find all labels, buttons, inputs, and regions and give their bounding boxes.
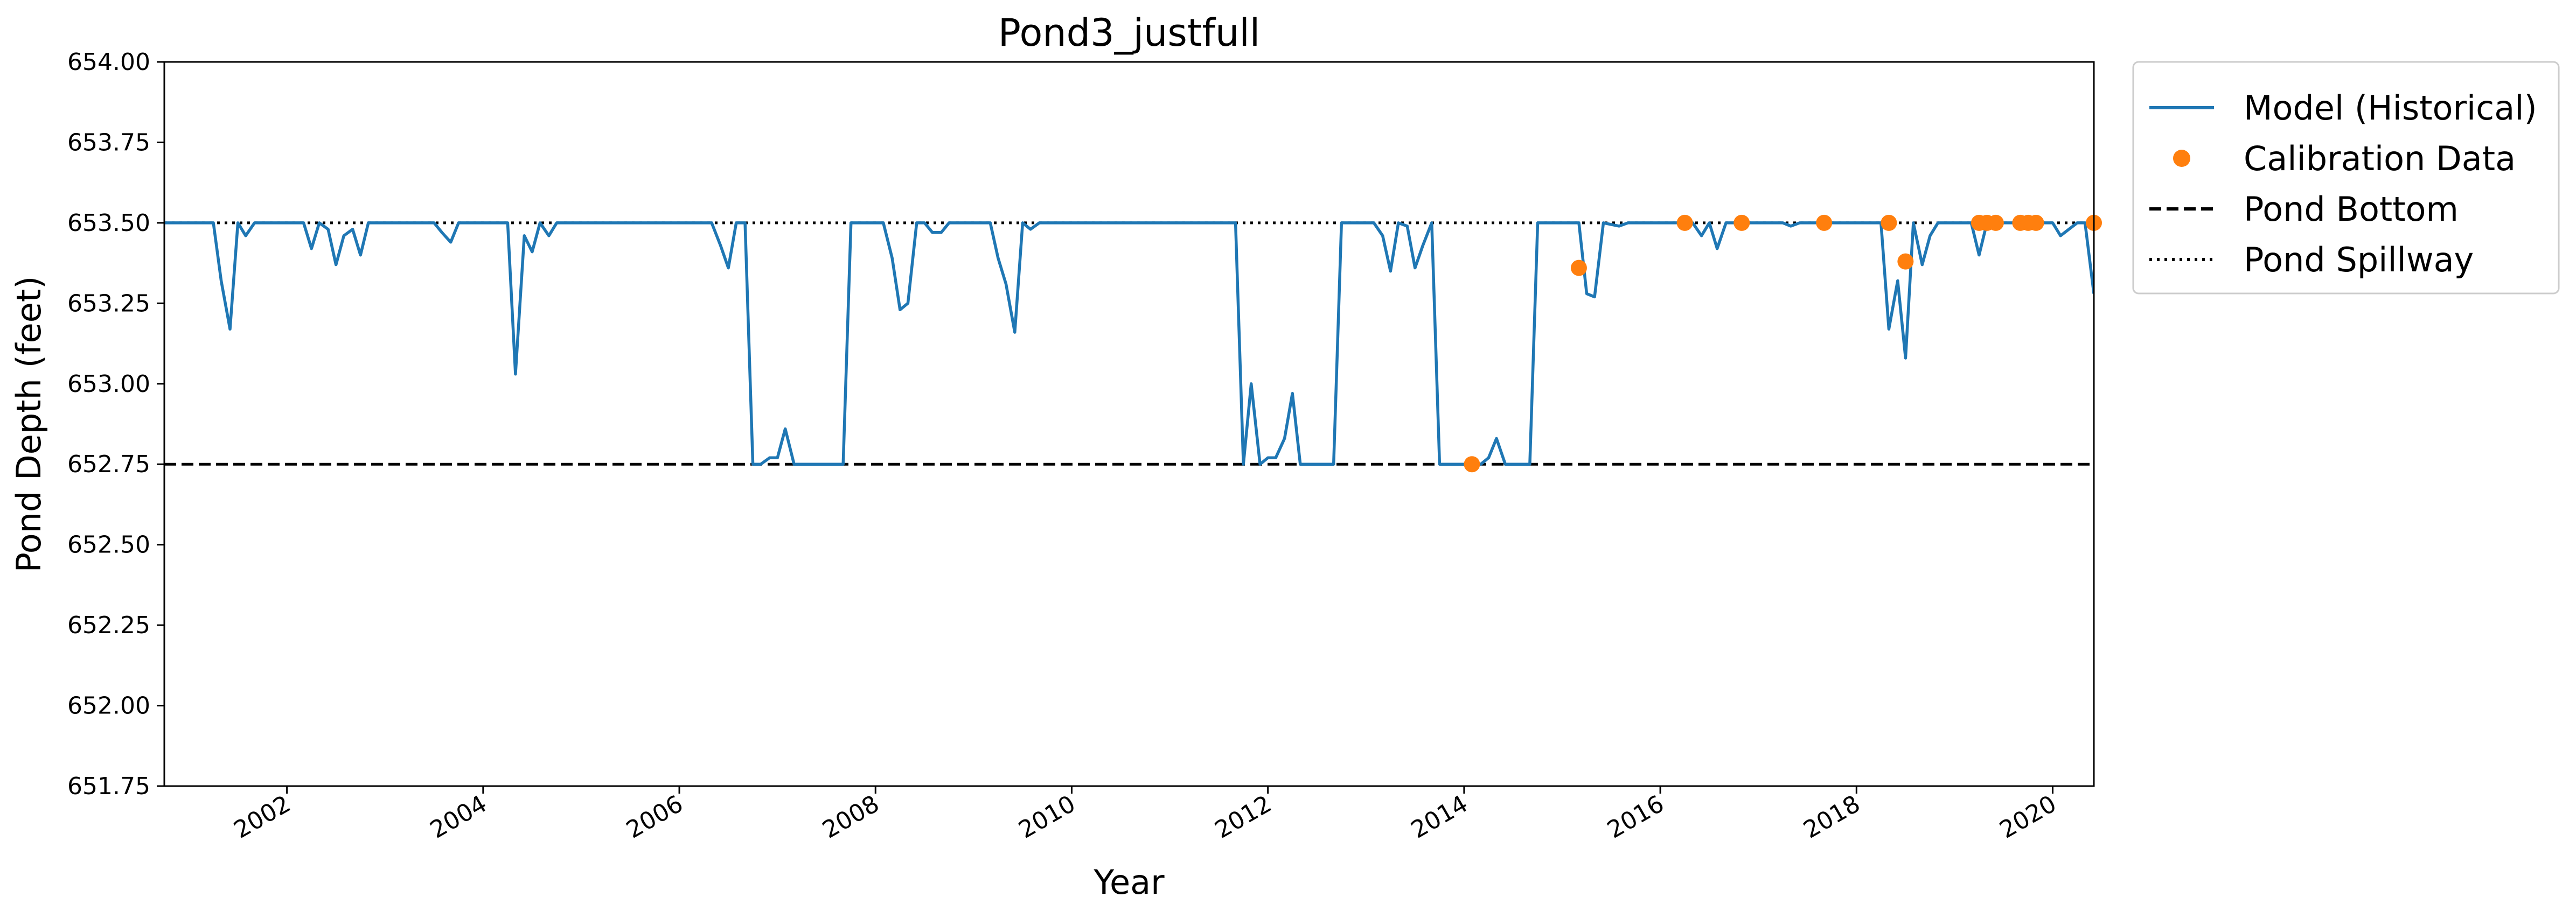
x-tick-label: 2012: [1210, 790, 1276, 844]
chart-title: Pond3_justfull: [998, 11, 1261, 55]
plot-area: [164, 214, 2102, 473]
calibration-point: [1881, 214, 1897, 231]
calibration-point: [1897, 253, 1914, 270]
x-tick-label: 2016: [1603, 790, 1668, 844]
y-axis-title: Pond Depth (feet): [9, 276, 48, 573]
y-tick-label: 652.25: [67, 612, 150, 639]
series-model-historical-line: [164, 221, 2094, 466]
legend: Model (Historical) Calibration Data Pond B…: [2132, 61, 2560, 295]
y-tick-label: 651.75: [67, 773, 150, 800]
calibration-point: [1733, 214, 1750, 231]
y-tick-label: 652.00: [67, 692, 150, 720]
calibration-point: [1570, 260, 1587, 276]
calibration-point: [1464, 456, 1480, 473]
calibration-point: [1816, 214, 1833, 231]
y-tick-label: 653.25: [67, 290, 150, 317]
calibration-point: [2028, 214, 2044, 231]
y-tick-label: 652.75: [67, 451, 150, 478]
x-tick-label: 2010: [1014, 790, 1080, 844]
x-tick-label: 2006: [622, 790, 687, 844]
plot-frame: [163, 61, 2095, 787]
x-tick-label: 2004: [426, 790, 491, 844]
y-tick-label: 653.00: [67, 370, 150, 398]
x-tick-label: 2002: [229, 790, 295, 844]
x-tick-label: 2014: [1407, 790, 1472, 844]
x-tick-label: 2020: [1995, 790, 2061, 844]
x-tick-label: 2008: [818, 790, 883, 844]
y-tick-label: 652.50: [67, 531, 150, 559]
legend-box: [2132, 61, 2560, 295]
y-tick-label: 653.50: [67, 209, 150, 237]
legend-label-pond-bottom: Pond Bottom: [2244, 190, 2459, 229]
x-tick-label: 2018: [1799, 790, 1864, 844]
calibration-point: [1987, 214, 2004, 231]
legend-marker-calibration-data: [2173, 150, 2190, 167]
x-axis-title: Year: [1093, 863, 1165, 902]
legend-label-model-historical: Model (Historical): [2244, 88, 2537, 128]
calibration-point: [1676, 214, 1693, 231]
legend-label-calibration-data: Calibration Data: [2244, 139, 2516, 178]
y-tick-label: 654.00: [67, 48, 150, 76]
y-tick-label: 653.75: [67, 129, 150, 156]
axes: 651.75 652.00 652.25 652.50 652.75 653.00 653.…: [67, 48, 2095, 844]
legend-label-pond-spillway: Pond Spillway: [2244, 240, 2474, 279]
